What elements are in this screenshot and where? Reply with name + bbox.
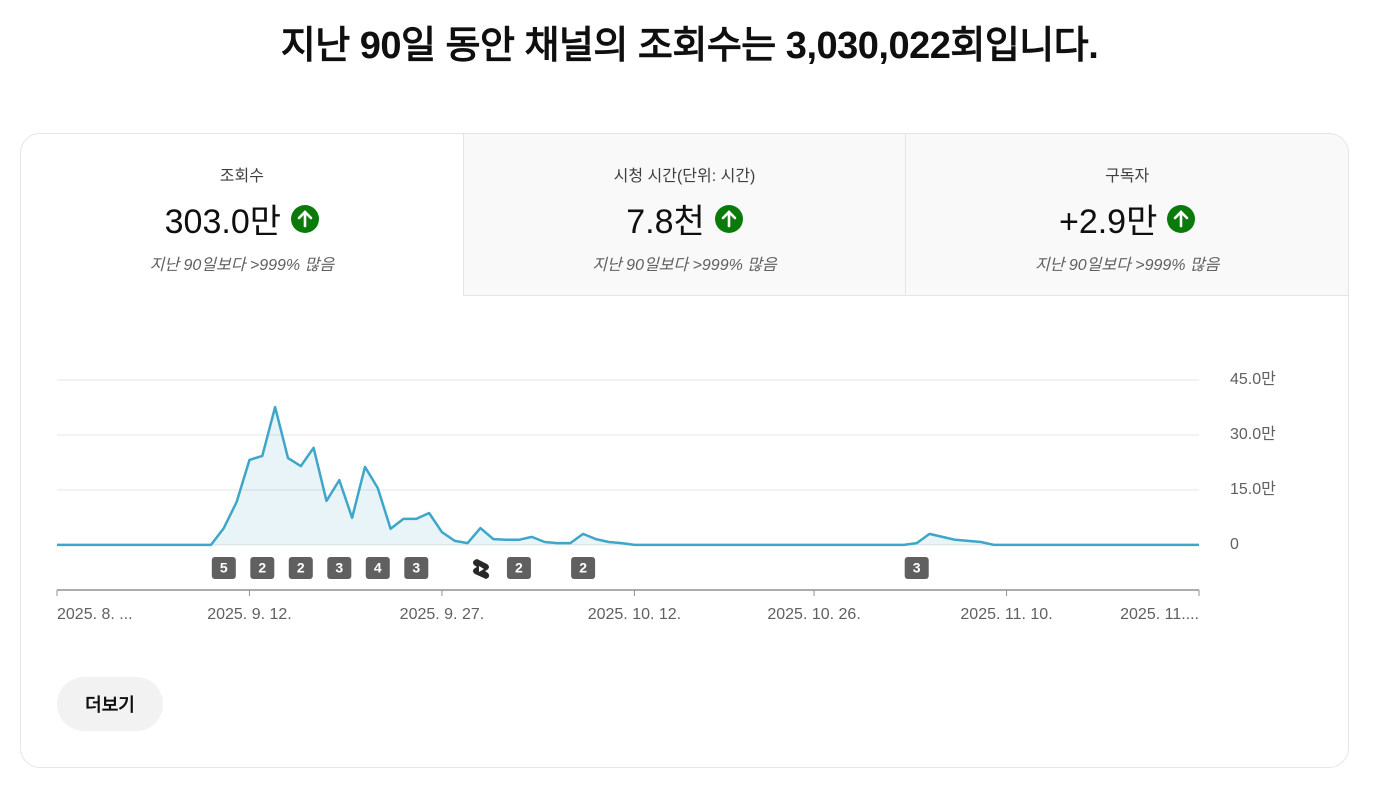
metric-tab[interactable]: 구독자 +2.9만 지난 90일보다 >999% 많음 <box>905 134 1348 296</box>
y-tick-label: 0 <box>1230 536 1239 553</box>
analytics-card: 조회수 303.0만 지난 90일보다 >999% 많음 시청 시간(단위: 시간… <box>20 133 1349 768</box>
x-tick-label: 2025. 10. 26. <box>767 606 860 623</box>
metric-label: 구독자 <box>1105 168 1150 185</box>
metric-value-row: 303.0만 <box>21 194 463 243</box>
event-badge <box>904 557 929 579</box>
event-count: 2 <box>258 560 266 576</box>
x-tick-label: 2025. 8. ... <box>57 606 133 623</box>
event-count: 2 <box>579 560 587 576</box>
metric-value: 303.0만 <box>164 203 282 241</box>
up-arrow-icon <box>1167 204 1196 233</box>
headline: 지난 90일 동안 채널의 조회수는 3,030,022회입니다. <box>280 25 1099 67</box>
metric-label: 조회수 <box>219 168 264 185</box>
event-badge <box>506 557 531 579</box>
up-arrow-icon <box>714 204 743 233</box>
x-tick-label: 2025. 11.... <box>1120 606 1199 623</box>
x-tick-label: 2025. 9. 27. <box>400 606 485 623</box>
event-badge <box>404 557 429 579</box>
metric-comparison: 지난 90일보다 >999% 많음 <box>149 257 335 274</box>
event-count: 2 <box>515 560 523 576</box>
line <box>57 405 1199 547</box>
event-count: 4 <box>374 560 382 576</box>
x-tick-label: 2025. 10. 12. <box>588 606 681 623</box>
y-tick-label: 15.0만 <box>1230 480 1276 498</box>
x-tick-label: 2025. 11. 10. <box>960 606 1052 623</box>
metric-value-row: +2.9만 <box>906 194 1348 243</box>
metric-value: +2.9만 <box>1058 203 1158 241</box>
event-badge <box>571 557 596 579</box>
metric-comparison: 지난 90일보다 >999% 많음 <box>592 257 777 274</box>
line-area <box>57 407 1199 545</box>
event-badge <box>250 557 275 579</box>
x-tick-label: 2025. 9. 12. <box>207 606 292 623</box>
event-count: 3 <box>412 560 420 576</box>
shorts-icon <box>473 559 490 579</box>
y-tick-label: 30.0만 <box>1230 425 1276 443</box>
up-arrow-icon <box>291 204 320 233</box>
metric-tab[interactable]: 조회수 303.0만 지난 90일보다 >999% 많음 <box>21 134 463 296</box>
more-button[interactable]: 더보기 <box>57 677 163 731</box>
event-badge <box>288 557 313 579</box>
event-count: 5 <box>220 560 228 576</box>
metric-tabs: 조회수 303.0만 지난 90일보다 >999% 많음 시청 시간(단위: 시간… <box>21 134 1348 296</box>
y-tick-label: 45.0만 <box>1230 370 1276 388</box>
event-badge <box>211 557 236 579</box>
metric-value-row: 7.8천 <box>464 194 906 243</box>
event-count: 3 <box>335 560 343 576</box>
event-count: 3 <box>913 560 921 576</box>
event-badge <box>365 557 390 579</box>
metric-label: 시청 시간(단위: 시간) <box>613 168 756 185</box>
metric-value: 7.8천 <box>626 203 705 241</box>
metric-comparison: 지난 90일보다 >999% 많음 <box>1034 257 1220 274</box>
event-badge <box>327 557 352 579</box>
metric-tab[interactable]: 시청 시간(단위: 시간) 7.8천 지난 90일보다 >999% 많음 <box>462 134 906 296</box>
event-count: 2 <box>297 560 305 576</box>
